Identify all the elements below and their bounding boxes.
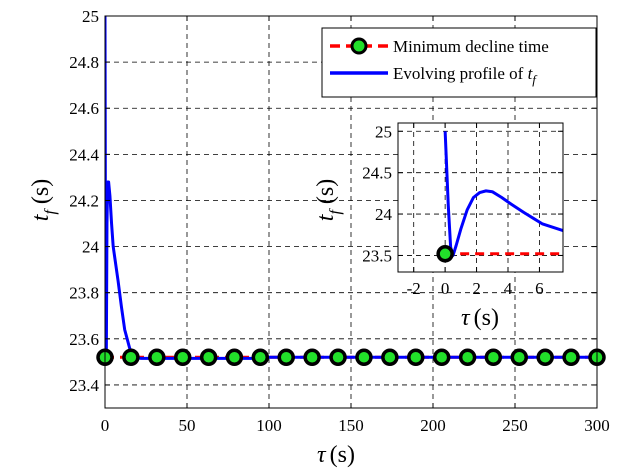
inset-axes-frame	[397, 122, 564, 273]
main-y-tick-label-4: 24.2	[69, 191, 99, 210]
main-y-tick-label-3: 24	[82, 238, 100, 257]
main-marker-16	[510, 348, 529, 367]
main-marker-13	[432, 348, 451, 367]
inset-y-axis-label: tf(s)	[313, 179, 344, 221]
inset-x-tick-label-1: 0	[441, 279, 450, 298]
main-marker-14	[458, 348, 477, 367]
inset-y-tick-label-3: 25	[375, 122, 392, 141]
main-marker-6	[251, 348, 270, 367]
main-y-tick-label-6: 24.6	[69, 99, 99, 118]
inset-y-tick-label-1: 24	[375, 205, 393, 224]
main-marker-3	[173, 348, 192, 367]
main-x-tick-label-0: 0	[101, 416, 110, 435]
main-y-tick-label-2: 23.8	[69, 284, 99, 303]
main-marker-11	[381, 348, 399, 367]
main-x-tick-label-5: 250	[502, 416, 528, 435]
inset-x-tick-label-4: 6	[535, 279, 544, 298]
main-marker-7	[277, 348, 295, 367]
legend-marker-min-decline	[350, 37, 368, 55]
main-marker-10	[355, 348, 373, 367]
legend-label-min-decline: Minimum decline time	[393, 37, 549, 56]
main-marker-4	[199, 348, 218, 367]
main-marker-1	[122, 348, 140, 367]
main-marker-18	[562, 348, 580, 367]
main-y-axis-label: tf(s)	[28, 179, 59, 221]
main-x-tick-label-3: 150	[338, 416, 364, 435]
inset-marker-0	[436, 245, 454, 263]
main-marker-17	[536, 348, 554, 367]
legend-label-evolving: Evolving profile of tf	[393, 64, 538, 87]
main-marker-5	[225, 348, 244, 367]
main-y-tick-label-1: 23.6	[69, 330, 99, 349]
inset-x-tick-label-2: 2	[472, 279, 481, 298]
main-y-tick-label-8: 25	[82, 7, 99, 26]
inset-y-tick-label-0: 23.5	[362, 246, 392, 265]
main-marker-8	[303, 348, 321, 367]
main-marker-15	[484, 348, 503, 367]
main-x-tick-label-1: 50	[179, 416, 196, 435]
main-y-tick-label-7: 24.8	[69, 53, 99, 72]
main-y-tick-label-0: 23.4	[69, 376, 99, 395]
main-marker-9	[329, 348, 347, 367]
inset-x-tick-label-3: 4	[504, 279, 513, 298]
inset-y-tick-label-2: 24.5	[362, 164, 392, 183]
main-x-tick-label-4: 200	[420, 416, 446, 435]
main-y-tick-label-5: 24.4	[69, 145, 99, 164]
main-x-tick-label-2: 100	[256, 416, 282, 435]
main-marker-12	[407, 348, 425, 367]
main-x-axis-label: τ (s)	[317, 442, 355, 468]
inset-x-tick-label-0: -2	[407, 279, 421, 298]
inset-x-axis-label: τ (s)	[461, 305, 499, 331]
main-marker-2	[148, 348, 166, 367]
main-x-tick-label-6: 300	[584, 416, 610, 435]
inset-plot-area	[398, 123, 563, 272]
legend: Minimum decline time Evolving profile of…	[321, 27, 597, 98]
